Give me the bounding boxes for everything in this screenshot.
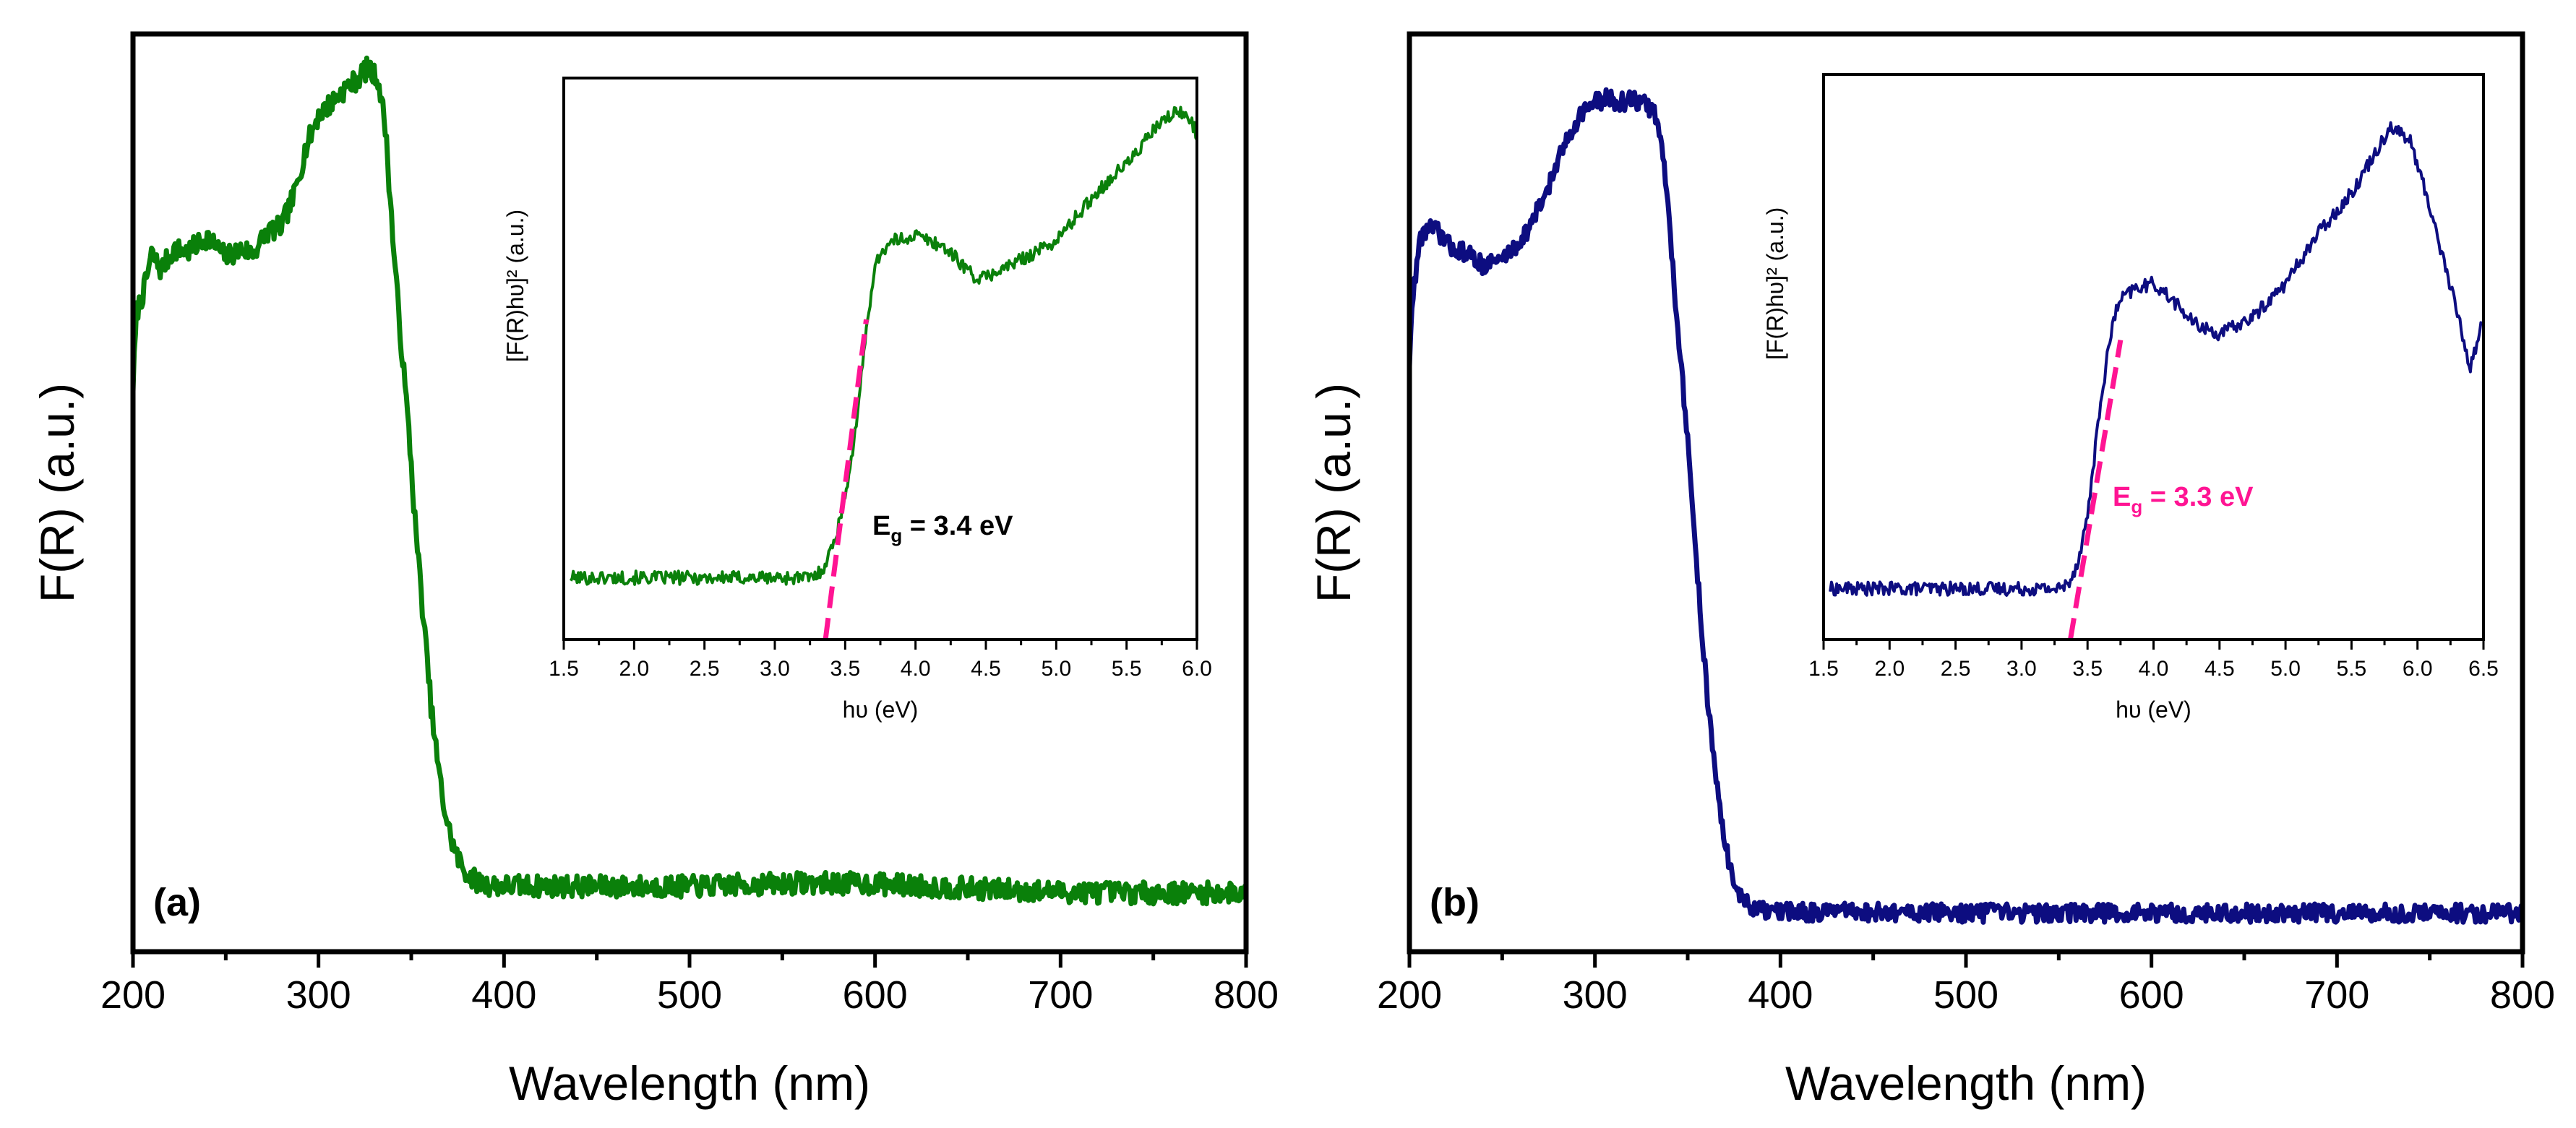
tauc-fit-line bbox=[2068, 339, 2124, 640]
main-series-line bbox=[130, 55, 1249, 907]
inset-x-tick-label: 4.5 bbox=[2204, 657, 2235, 681]
inset-x-tick-label: 6.0 bbox=[1182, 657, 1212, 681]
inset-x-tick-label: 1.5 bbox=[549, 657, 579, 681]
annotation-value: = 3.3 eV bbox=[2142, 482, 2254, 512]
x-tick-label: 800 bbox=[1214, 973, 1279, 1017]
x-tick-label: 200 bbox=[100, 973, 166, 1017]
inset-x-tick-label: 3.0 bbox=[760, 657, 790, 681]
inset-x-tick-label: 5.0 bbox=[2270, 657, 2301, 681]
x-tick-label: 600 bbox=[2119, 973, 2184, 1017]
bandgap-annotation: Eg = 3.4 eV bbox=[872, 511, 1013, 546]
x-tick-label: 700 bbox=[1028, 973, 1093, 1017]
inset-x-tick-label: 3.5 bbox=[830, 657, 860, 681]
x-tick-label: 200 bbox=[1377, 973, 1442, 1017]
bandgap-annotation: Eg = 3.3 eV bbox=[2113, 482, 2254, 517]
inset-x-tick-label: 3.5 bbox=[2072, 657, 2103, 681]
inset-y-axis-label: [F(R)hυ]² (a.u.) bbox=[502, 210, 528, 362]
x-tick-label: 300 bbox=[1563, 973, 1628, 1017]
chart-panel-a: 200 300 400 500 600 700 800 Wavelength (nm) F(R)… bbox=[30, 31, 1279, 1110]
x-axis-label: Wavelength (nm) bbox=[509, 1056, 870, 1110]
x-tick-label: 700 bbox=[2304, 973, 2369, 1017]
inset-x-tick-label: 6.5 bbox=[2468, 657, 2499, 681]
x-tick-label: 400 bbox=[1748, 973, 1813, 1017]
x-tick-label: 800 bbox=[2490, 973, 2555, 1017]
x-tick-label: 600 bbox=[843, 973, 908, 1017]
chart-panel-b: 200 300 400 500 600 700 800 Wavelength (nm) F(R)… bbox=[1307, 31, 2555, 1110]
x-axis-label: Wavelength (nm) bbox=[1785, 1056, 2147, 1110]
inset-x-tick-label: 5.0 bbox=[1041, 657, 1071, 681]
x-tick-label: 300 bbox=[286, 973, 351, 1017]
inset-x-tick-label: 2.0 bbox=[1874, 657, 1905, 681]
annotation-main: E bbox=[872, 511, 890, 541]
annotation-main: E bbox=[2113, 482, 2131, 512]
plot-frame bbox=[1407, 31, 2525, 955]
inset-x-tick-label: 4.5 bbox=[971, 657, 1001, 681]
inset-x-tick-label: 1.5 bbox=[1808, 657, 1839, 681]
inset-chart: 1.5 2.0 2.5 3.0 3.5 4.0 4.5 5.0 5.5 6.0 hυ (eV) [F(… bbox=[502, 77, 1212, 723]
annotation-value: = 3.4 eV bbox=[902, 511, 1013, 541]
inset-chart: 1.5 2.0 2.5 3.0 3.5 4.0 4.5 5.0 5.5 6.0 6.5 hυ (eV)… bbox=[1762, 73, 2499, 723]
tauc-fit-line bbox=[823, 319, 870, 640]
inset-x-tick-label: 6.0 bbox=[2403, 657, 2433, 681]
inset-x-tick-label: 5.5 bbox=[1112, 657, 1142, 681]
x-tick-label: 500 bbox=[657, 973, 722, 1017]
inset-x-tick-label: 2.5 bbox=[690, 657, 720, 681]
inset-x-axis-label: hυ (eV) bbox=[2116, 697, 2191, 723]
inset-x-tick-label: 4.0 bbox=[2139, 657, 2169, 681]
panel-label: (a) bbox=[153, 881, 201, 924]
inset-frame bbox=[562, 77, 1198, 641]
inset-x-tick-label: 4.0 bbox=[901, 657, 931, 681]
inset-x-tick-label: 2.0 bbox=[619, 657, 649, 681]
inset-series-line bbox=[569, 106, 1198, 586]
x-tick-label: 400 bbox=[471, 973, 536, 1017]
y-axis-label: F(R) (a.u.) bbox=[1307, 383, 1360, 603]
inset-frame bbox=[1822, 73, 2485, 641]
annotation-subscript: g bbox=[2131, 496, 2142, 517]
inset-y-axis-label: [F(R)hυ]² (a.u.) bbox=[1762, 207, 1788, 360]
annotation-subscript: g bbox=[890, 525, 902, 546]
x-tick-label: 500 bbox=[1933, 973, 1998, 1017]
inset-series-line bbox=[1829, 121, 2485, 597]
main-series-line bbox=[1407, 87, 2525, 925]
panel-label: (b) bbox=[1430, 881, 1480, 924]
y-axis-label: F(R) (a.u.) bbox=[30, 383, 84, 603]
plot-frame bbox=[130, 31, 1249, 955]
inset-x-tick-label: 5.5 bbox=[2337, 657, 2367, 681]
inset-x-tick-label: 2.5 bbox=[1941, 657, 1971, 681]
inset-x-tick-label: 3.0 bbox=[2006, 657, 2037, 681]
inset-x-axis-label: hυ (eV) bbox=[843, 697, 919, 723]
